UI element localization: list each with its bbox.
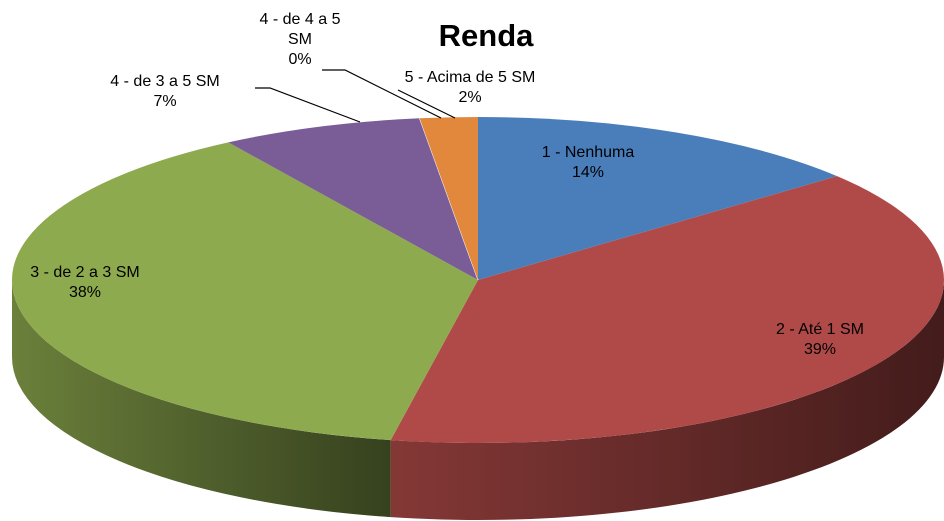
slice — [419, 117, 478, 280]
slice — [228, 118, 478, 280]
slice-value: 39% — [803, 341, 837, 358]
data-label: 5 - Acima de 5 SM 2% — [360, 68, 580, 108]
data-label: 4 - de 3 a 5 SM 7% — [80, 72, 250, 112]
leader-line — [397, 89, 456, 119]
slice — [478, 117, 838, 280]
slice-value: 14% — [571, 164, 605, 181]
slice-value: 7% — [153, 93, 177, 110]
slice-name: 3 - de 2 a 3 SM — [30, 264, 140, 281]
data-label: 3 - de 2 a 3 SM 38% — [0, 263, 170, 303]
data-label: 2 - Até 1 SM 39% — [740, 320, 900, 360]
slice-value: 2% — [458, 89, 482, 106]
slice-name: 2 - Até 1 SM — [775, 321, 865, 338]
slice-name: 5 - Acima de 5 SM — [404, 69, 536, 86]
chart-title: Renda — [438, 18, 534, 53]
slice — [11, 142, 479, 441]
data-label: 4 - de 4 a 5 SM 0% — [253, 10, 348, 70]
data-label: 1 - Nenhuma 14% — [508, 143, 668, 183]
slice-name: 1 - Nenhuma — [541, 144, 635, 161]
slice-name: 4 - de 4 a 5 SM — [259, 11, 341, 48]
leader-line — [255, 87, 361, 123]
slice-value: 0% — [288, 51, 312, 68]
leader-line — [322, 69, 442, 119]
slice-value: 38% — [68, 284, 102, 301]
slice-side — [390, 280, 944, 520]
slice-side — [12, 280, 391, 518]
slice — [390, 176, 944, 443]
slice-name: 4 - de 3 a 5 SM — [110, 73, 220, 90]
